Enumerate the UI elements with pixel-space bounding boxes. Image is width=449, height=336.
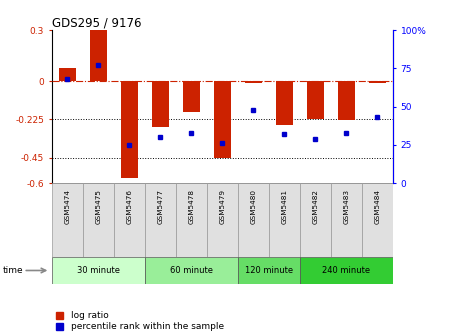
- Bar: [52, 183, 83, 257]
- Bar: [307, 81, 324, 119]
- Bar: [59, 68, 76, 81]
- Bar: [331, 183, 362, 257]
- Text: GSM5477: GSM5477: [157, 189, 163, 224]
- Text: GSM5479: GSM5479: [219, 189, 225, 224]
- Bar: [183, 81, 200, 112]
- Text: GSM5481: GSM5481: [282, 189, 287, 224]
- Text: GDS295 / 9176: GDS295 / 9176: [52, 16, 141, 29]
- Bar: [114, 183, 145, 257]
- Bar: [145, 183, 176, 257]
- Bar: [300, 257, 393, 284]
- Text: GSM5484: GSM5484: [374, 189, 380, 224]
- Bar: [238, 257, 300, 284]
- Text: GSM5483: GSM5483: [343, 189, 349, 224]
- Bar: [245, 81, 262, 83]
- Text: GSM5475: GSM5475: [95, 189, 101, 224]
- Bar: [121, 81, 138, 178]
- Bar: [152, 81, 169, 127]
- Bar: [83, 183, 114, 257]
- Text: time: time: [2, 266, 23, 275]
- Bar: [145, 257, 238, 284]
- Bar: [269, 183, 300, 257]
- Bar: [338, 81, 355, 120]
- Bar: [214, 81, 231, 158]
- Bar: [52, 257, 145, 284]
- Text: 120 minute: 120 minute: [245, 266, 293, 275]
- Bar: [90, 30, 107, 81]
- Bar: [238, 183, 269, 257]
- Bar: [369, 81, 386, 83]
- Text: 30 minute: 30 minute: [77, 266, 120, 275]
- Bar: [176, 183, 207, 257]
- Bar: [300, 183, 331, 257]
- Text: GSM5478: GSM5478: [188, 189, 194, 224]
- Bar: [362, 183, 393, 257]
- Text: GSM5474: GSM5474: [64, 189, 70, 224]
- Text: GSM5476: GSM5476: [126, 189, 132, 224]
- Legend: log ratio, percentile rank within the sample: log ratio, percentile rank within the sa…: [56, 311, 224, 332]
- Bar: [207, 183, 238, 257]
- Text: GSM5480: GSM5480: [250, 189, 256, 224]
- Text: 240 minute: 240 minute: [322, 266, 370, 275]
- Text: 60 minute: 60 minute: [170, 266, 213, 275]
- Text: GSM5482: GSM5482: [313, 189, 318, 224]
- Bar: [276, 81, 293, 125]
